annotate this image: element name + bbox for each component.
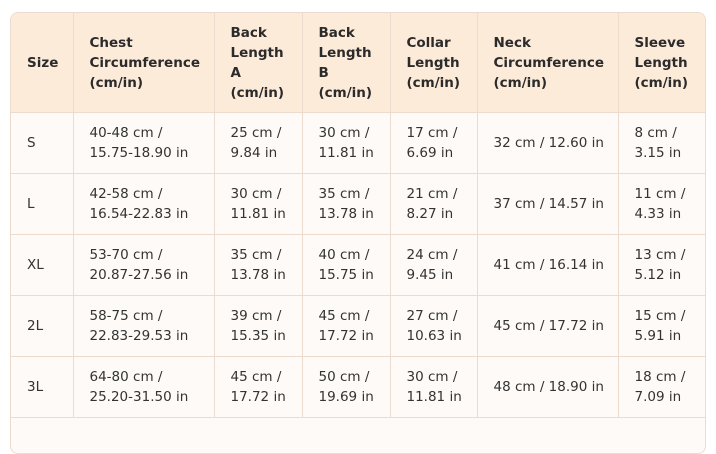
measurement-cell: 13 cm / 5.12 in	[617, 234, 705, 296]
table-row: 2L 58-75 cm / 22.83-29.53 in 39 cm / 15.35…	[11, 295, 705, 357]
measurement-cell: 45 cm / 17.72 in	[476, 295, 619, 357]
header-cell: Neck Circumference (cm/in)	[476, 13, 619, 113]
size-table-container: Size Chest Circumference (cm/in) Back Leng…	[10, 12, 706, 454]
header-row: Size Chest Circumference (cm/in) Back Leng…	[11, 13, 705, 113]
table-row: XL 53-70 cm / 20.87-27.56 in 35 cm / 13.78…	[11, 234, 705, 296]
measurement-cell: 21 cm / 8.27 in	[389, 173, 478, 235]
measurement-cell: 17 cm / 6.69 in	[389, 112, 478, 174]
measurement-cell: 35 cm / 13.78 in	[213, 234, 303, 296]
measurement-cell: 25 cm / 9.84 in	[213, 112, 303, 174]
table-row: 3L 64-80 cm / 25.20-31.50 in 45 cm / 17.72…	[11, 356, 705, 418]
table-row: L 42-58 cm / 16.54-22.83 in 30 cm / 11.81 …	[11, 173, 705, 235]
measurement-cell: 53-70 cm / 20.87-27.56 in	[72, 234, 215, 296]
measurement-cell: 18 cm / 7.09 in	[617, 356, 705, 418]
header-cell: Size	[11, 13, 74, 113]
header-cell: Back Length B (cm/in)	[301, 13, 391, 113]
measurement-cell: 40-48 cm / 15.75-18.90 in	[72, 112, 215, 174]
table-row: S 40-48 cm / 15.75-18.90 in 25 cm / 9.84 i…	[11, 112, 705, 174]
size-cell: L	[11, 173, 74, 235]
measurement-cell: 48 cm / 18.90 in	[476, 356, 619, 418]
measurement-cell: 58-75 cm / 22.83-29.53 in	[72, 295, 215, 357]
size-cell: 3L	[11, 356, 74, 418]
size-table: Size Chest Circumference (cm/in) Back Leng…	[11, 13, 705, 418]
size-cell: 2L	[11, 295, 74, 357]
measurement-cell: 40 cm / 15.75 in	[301, 234, 391, 296]
measurement-cell: 64-80 cm / 25.20-31.50 in	[72, 356, 215, 418]
measurement-cell: 8 cm / 3.15 in	[617, 112, 705, 174]
page: Size Chest Circumference (cm/in) Back Leng…	[10, 12, 706, 454]
measurement-cell: 35 cm / 13.78 in	[301, 173, 391, 235]
header-cell: Chest Circumference (cm/in)	[72, 13, 215, 113]
measurement-cell: 24 cm / 9.45 in	[389, 234, 478, 296]
measurement-cell: 50 cm / 19.69 in	[301, 356, 391, 418]
measurement-cell: 30 cm / 11.81 in	[301, 112, 391, 174]
measurement-cell: 45 cm / 17.72 in	[301, 295, 391, 357]
header-cell: Back Length A (cm/in)	[213, 13, 303, 113]
measurement-cell: 27 cm / 10.63 in	[389, 295, 478, 357]
measurement-cell: 30 cm / 11.81 in	[389, 356, 478, 418]
size-cell: S	[11, 112, 74, 174]
measurement-cell: 42-58 cm / 16.54-22.83 in	[72, 173, 215, 235]
measurement-cell: 41 cm / 16.14 in	[476, 234, 619, 296]
header-cell: Collar Length (cm/in)	[389, 13, 478, 113]
measurement-cell: 45 cm / 17.72 in	[213, 356, 303, 418]
measurement-cell: 15 cm / 5.91 in	[617, 295, 705, 357]
table-body: S 40-48 cm / 15.75-18.90 in 25 cm / 9.84 i…	[11, 112, 705, 418]
header-cell: Sleeve Length (cm/in)	[617, 13, 705, 113]
measurement-cell: 30 cm / 11.81 in	[213, 173, 303, 235]
size-cell: XL	[11, 234, 74, 296]
measurement-cell: 37 cm / 14.57 in	[476, 173, 619, 235]
measurement-cell: 11 cm / 4.33 in	[617, 173, 705, 235]
measurement-cell: 32 cm / 12.60 in	[476, 112, 619, 174]
measurement-cell: 39 cm / 15.35 in	[213, 295, 303, 357]
